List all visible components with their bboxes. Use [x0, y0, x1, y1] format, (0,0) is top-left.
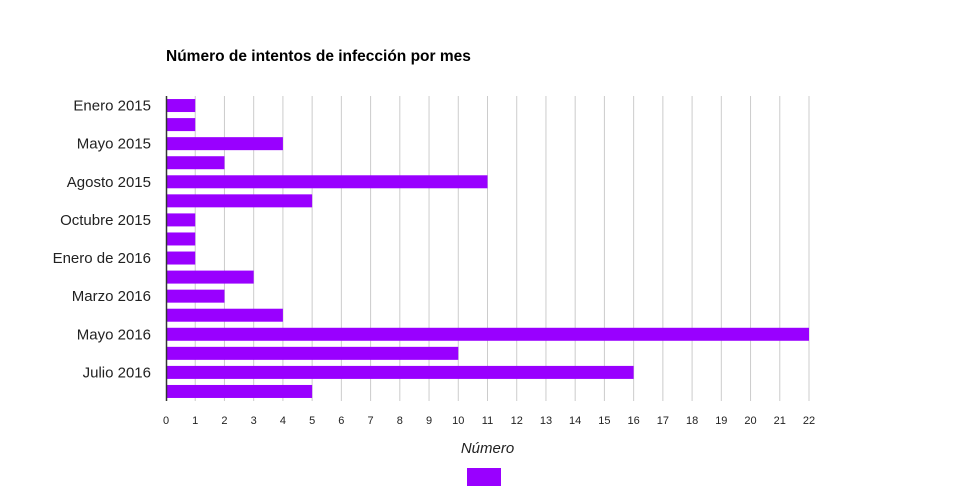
x-tick-label: 16 [628, 415, 640, 427]
x-tick-label: 4 [280, 415, 286, 427]
y-tick-label: Julio 2016 [83, 364, 151, 381]
bar [166, 289, 225, 303]
y-tick-label: Mayo 2016 [77, 326, 151, 343]
x-tick-label: 3 [251, 415, 257, 427]
y-tick-label: Mayo 2015 [77, 136, 151, 153]
bar [166, 118, 196, 132]
x-tick-label: 5 [309, 415, 315, 427]
bar [166, 365, 634, 379]
y-tick-label: Agosto 2015 [67, 174, 151, 191]
x-tick-label: 11 [482, 415, 493, 427]
x-tick-label: 1 [192, 415, 198, 427]
x-tick-label: 18 [686, 415, 698, 427]
x-tick-label: 15 [598, 415, 610, 427]
x-tick-label: 17 [657, 415, 669, 427]
bar [166, 156, 225, 170]
bar [166, 99, 196, 113]
bar [166, 137, 283, 151]
x-tick-label: 0 [163, 415, 169, 427]
x-tick-label: 21 [774, 415, 786, 427]
x-tick-label: 20 [744, 415, 756, 427]
y-tick-label: Marzo 2016 [72, 288, 151, 305]
x-tick-label: 7 [368, 415, 374, 427]
x-tick-label: 14 [569, 415, 581, 427]
chart-title: Número de intentos de infección por mes [166, 48, 471, 65]
x-tick-label: 10 [452, 415, 464, 427]
bar [166, 213, 196, 227]
x-tick-label: 12 [511, 415, 523, 427]
x-tick-label: 13 [540, 415, 552, 427]
y-tick-label: Enero de 2016 [53, 250, 151, 267]
bar [166, 194, 313, 208]
bar [166, 346, 459, 360]
x-tick-label: 2 [221, 415, 227, 427]
bar [166, 232, 196, 246]
bar [166, 327, 809, 341]
legend-swatch [467, 468, 501, 486]
x-tick-label: 6 [338, 415, 344, 427]
y-tick-label: Enero 2015 [73, 98, 151, 115]
bar [166, 175, 488, 189]
x-axis-label: Número [461, 440, 514, 457]
x-tick-label: 19 [715, 415, 727, 427]
x-tick-label: 22 [803, 415, 815, 427]
bar [166, 251, 196, 265]
y-tick-label: Octubre 2015 [60, 212, 151, 229]
bar [166, 384, 313, 398]
bar [166, 270, 254, 284]
x-tick-label: 8 [397, 415, 403, 427]
bar [166, 308, 283, 322]
x-tick-label: 9 [426, 415, 432, 427]
